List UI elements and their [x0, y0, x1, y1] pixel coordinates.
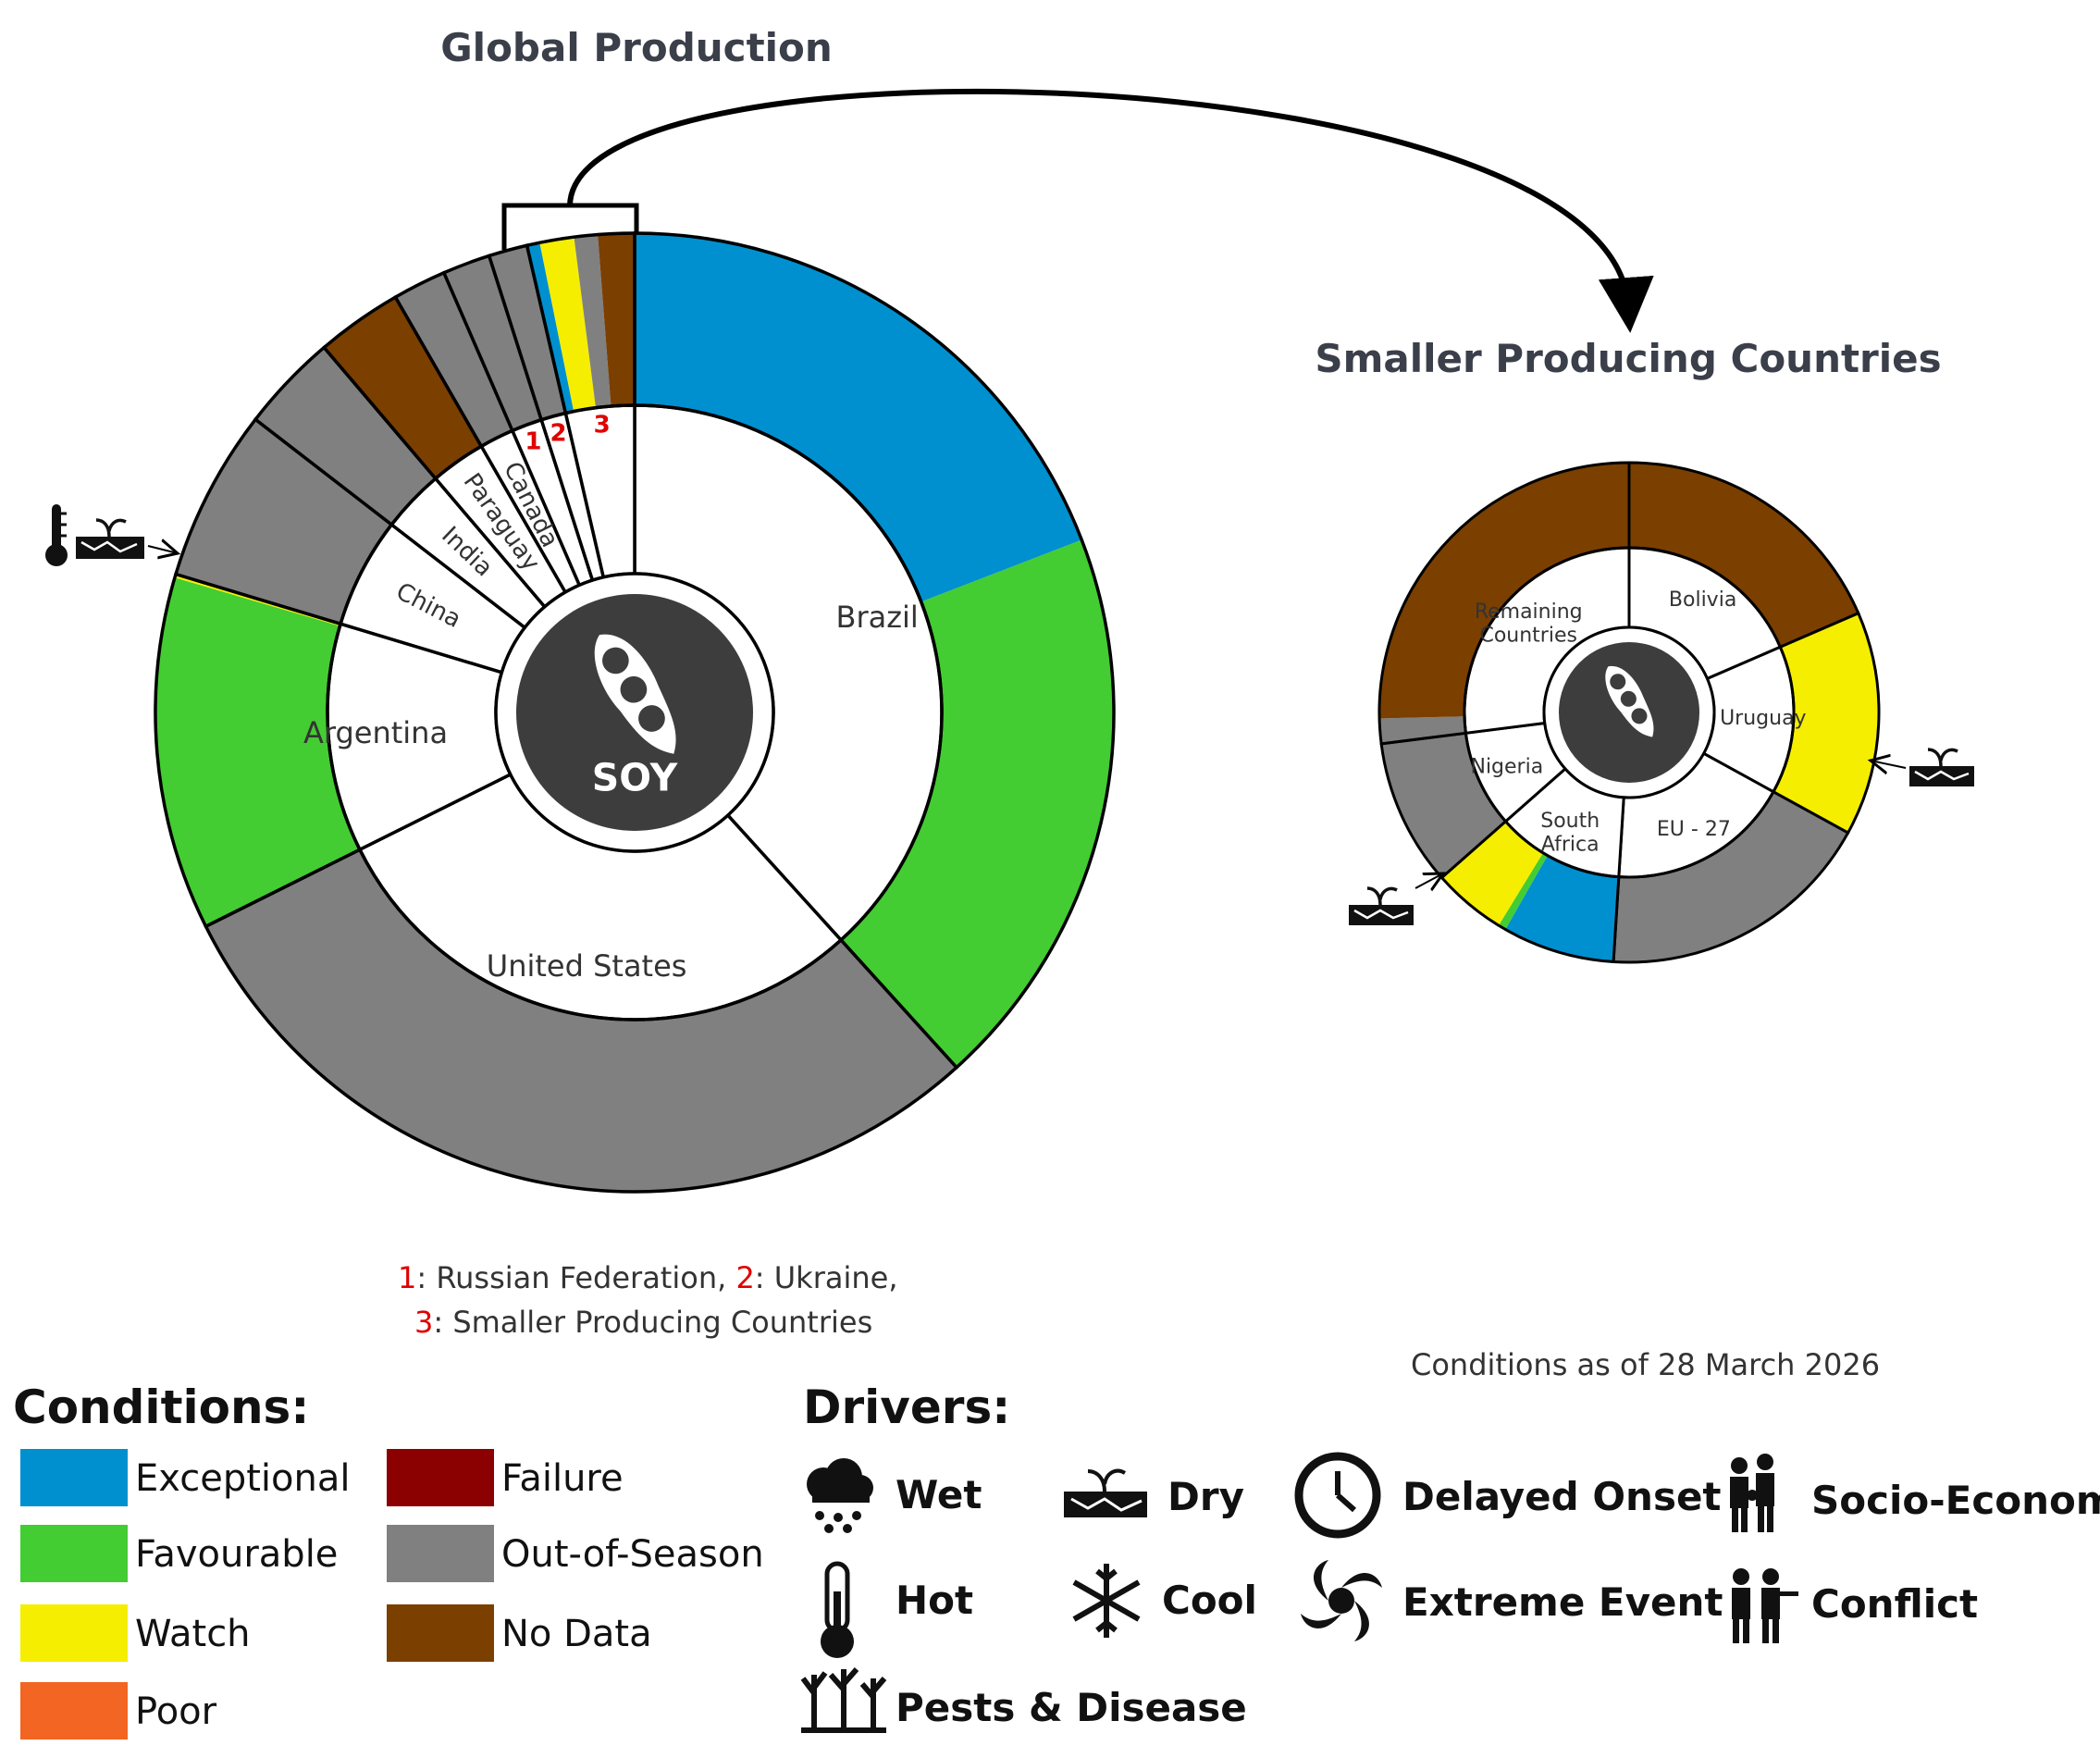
- outer-slice-brazil: [633, 231, 1116, 1071]
- driver-label-conflict: Conflict: [1811, 1581, 1978, 1627]
- dry-soil-icon: [1909, 748, 1974, 786]
- legend-label-failure: Failure: [501, 1457, 624, 1500]
- condition-arc-brazil-exceptional: [635, 233, 1082, 602]
- legend-swatch-poor: [20, 1682, 128, 1739]
- condition-arc-3-watch: [539, 237, 596, 412]
- legend-swatch-failure: [387, 1449, 494, 1506]
- legend-swatch-exceptional: [20, 1449, 128, 1506]
- drivers-legend-title: Drivers:: [803, 1380, 1010, 1434]
- slice-label-bolivia: Bolivia: [1669, 588, 1736, 612]
- smaller-title: Smaller Producing Countries: [1315, 336, 1941, 381]
- conditions-legend: Exceptional Favourable Watch Poor Failure Out…: [20, 1449, 764, 1739]
- soy-pod-icon: [594, 634, 676, 754]
- legend-label-exceptional: Exceptional: [135, 1457, 350, 1500]
- legend-swatch-watch: [20, 1604, 128, 1662]
- condition-arc-uruguay-watch: [1773, 613, 1879, 834]
- condition-arc-1-out-of-season: [443, 255, 542, 431]
- condition-arc-argentina-favourable: [154, 577, 360, 927]
- slice-label-argentina: Argentina: [303, 715, 448, 750]
- driver-label-pests-disease: Pests & Disease: [896, 1685, 1247, 1730]
- driver-label-cool: Cool: [1162, 1578, 1257, 1623]
- center-label: SOY: [592, 755, 679, 799]
- legend-swatch-no-data: [387, 1604, 494, 1662]
- outer-slice-remaining-countries: [1377, 461, 1631, 746]
- slice-label-south-africa: South Africa: [1540, 810, 1600, 856]
- condition-arc-2-out-of-season: [488, 245, 566, 420]
- footnote-line-1: 1: Russian Federation, 2: Ukraine,: [398, 1260, 898, 1295]
- footnote-num-2: 2: [735, 1260, 754, 1295]
- driver-label-delayed-onset: Delayed Onset: [1402, 1474, 1722, 1519]
- condition-arc-remaining-countries-no-data: [1379, 463, 1629, 719]
- conditions-legend-title: Conditions:: [13, 1380, 309, 1434]
- dead-trees-icon: [800, 1667, 887, 1733]
- rain-cloud-icon: [807, 1458, 873, 1533]
- condition-arc-china-out-of-season: [176, 419, 392, 625]
- outer-slice-3: [525, 231, 636, 415]
- dry-soil-icon: [76, 518, 144, 559]
- condition-arc-south-africa-exceptional: [1505, 855, 1619, 962]
- slice-label-1: 1: [525, 427, 541, 455]
- global-title: Global Production: [440, 25, 833, 70]
- condition-arc-eu-27-out-of-season: [1613, 791, 1848, 962]
- connector-arrow: [567, 88, 1654, 333]
- footnote-text-1: : Russian Federation,: [416, 1260, 735, 1295]
- driver-label-wet: Wet: [896, 1472, 982, 1517]
- thermometer-icon: [45, 504, 68, 566]
- slice-label-brazil: Brazil: [836, 600, 919, 635]
- soldiers-icon: [1732, 1568, 1798, 1643]
- footnote-num-1: 1: [398, 1260, 416, 1295]
- legend-label-favourable: Favourable: [135, 1533, 338, 1576]
- people-icon: [1730, 1454, 1774, 1532]
- slice-label-3: 3: [594, 412, 611, 440]
- legend-label-poor: Poor: [135, 1690, 217, 1733]
- condition-arc-united-states-out-of-season: [205, 849, 957, 1193]
- conditions-date: Conditions as of 28 March 2026: [1411, 1347, 1880, 1382]
- uruguay-driver-icons: [1871, 748, 1974, 786]
- clock-icon: [1294, 1452, 1381, 1539]
- soy-pod-icon: [1605, 666, 1654, 737]
- legend-label-no-data: No Data: [501, 1613, 652, 1655]
- footnote-text-3: : Smaller Producing Countries: [433, 1305, 872, 1340]
- slice-label-uruguay: Uruguay: [1720, 707, 1807, 730]
- footnote-line-2: 3: Smaller Producing Countries: [414, 1305, 872, 1340]
- slice-label-eu-27: EU - 27: [1657, 818, 1731, 841]
- condition-arc-remaining-countries-out-of-season: [1379, 716, 1466, 744]
- argentina-driver-icons: [45, 504, 178, 566]
- condition-arc-south-africa-watch: [1441, 821, 1543, 926]
- condition-arc-3-no-data: [598, 233, 635, 406]
- condition-arc-canada-out-of-season: [395, 272, 513, 447]
- legend-swatch-out-of-season: [387, 1525, 494, 1582]
- outer-slice-united-states: [204, 847, 959, 1194]
- driver-label-dry: Dry: [1167, 1474, 1244, 1519]
- thermometer-icon: [821, 1561, 854, 1658]
- footnote-num-3: 3: [414, 1305, 433, 1340]
- driver-label-socio-economic: Socio-Economic: [1811, 1478, 2100, 1523]
- footnote-text-2: : Ukraine,: [755, 1260, 898, 1295]
- condition-arc-india-out-of-season: [255, 347, 436, 525]
- dry-soil-icon: [1349, 886, 1414, 925]
- smaller-donut: Bolivia Uruguay EU - 27 South Africa Nigeria R…: [1377, 461, 1881, 964]
- driver-label-extreme-event: Extreme Event: [1402, 1579, 1723, 1625]
- legend-label-watch: Watch: [135, 1613, 251, 1655]
- condition-arc-3-exceptional: [526, 242, 574, 414]
- cyclone-icon: [1301, 1560, 1382, 1641]
- condition-arc-paraguay-no-data: [324, 297, 482, 479]
- condition-arc-south-africa-favourable: [1498, 852, 1548, 930]
- dry-soil-icon: [1064, 1468, 1147, 1517]
- slice-label-united-states: United States: [487, 948, 687, 984]
- south-africa-driver-icons: [1349, 873, 1443, 925]
- legend-label-out-of-season: Out-of-Season: [501, 1533, 764, 1576]
- snowflake-icon: [1072, 1564, 1141, 1638]
- driver-label-hot: Hot: [896, 1578, 973, 1623]
- drivers-legend: Wet Dry Delayed Onset Socio-Economic: [800, 1452, 2100, 1733]
- slice-label-2: 2: [550, 420, 566, 448]
- slice-label-nigeria: Nigeria: [1470, 756, 1543, 779]
- condition-arc-3-out-of-season: [574, 234, 611, 408]
- condition-arc-bolivia-no-data: [1629, 463, 1859, 648]
- condition-arc-brazil-favourable: [841, 539, 1114, 1068]
- legend-swatch-favourable: [20, 1525, 128, 1582]
- slice-label-remaining-countries: Remaining Countries: [1475, 600, 1583, 647]
